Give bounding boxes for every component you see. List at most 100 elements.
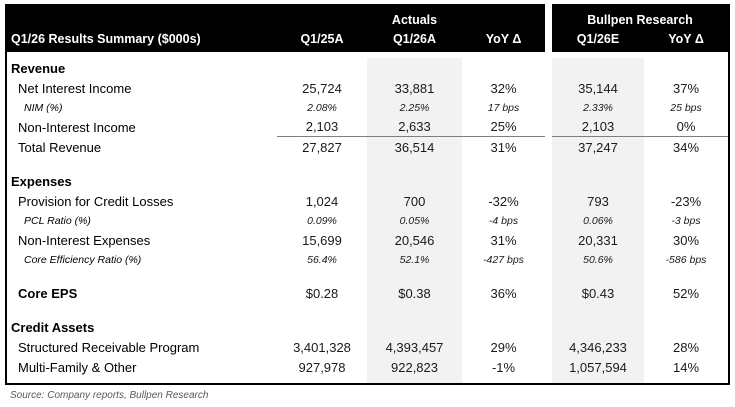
group-gap [545,269,552,283]
spacer-cell [277,157,367,171]
cell-q1-26e: 35,144 [552,78,644,98]
spacer-cell [644,303,728,317]
cell-q1-26e: 4,346,233 [552,337,644,357]
bullpen-group [552,377,728,383]
cell-yoy-actuals: 36% [490,285,517,301]
cell-q1-25a: $0.28 [305,285,339,301]
actuals-group: 0.09% 0.05% -4 bps [277,211,545,230]
bullpen-group: 1,057,594 14% [552,357,728,377]
table-title: Q1/26 Results Summary ($000s) [11,32,201,47]
row-label: Net Interest Income [18,80,132,96]
cell-q1-26a: 33,881 [367,78,462,98]
cell-q1-25a: 0.09% [307,214,337,227]
cell-q1-26a: 4,393,457 [367,337,462,357]
table-body: Revenue Net Interest Income 25,724 33,88… [7,52,728,383]
cell-q1-26a: 2.25% [367,98,462,117]
actuals-group: 927,978 922,823 -1% [277,357,545,377]
actuals-group: 15,699 20,546 31% [277,230,545,250]
spacer-cell [462,377,545,383]
row-label: Multi-Family & Other [18,359,137,375]
cell-yoy-bullpen: -23% [670,193,702,209]
bullpen-group: 35,144 37% [552,78,728,98]
cell-q1-25a: 927,978 [298,359,346,375]
cell-q1-26e: 20,331 [552,230,644,250]
cell-yoy-bullpen: 14% [672,359,700,375]
cell-q1-26a: 2,633 [367,117,462,136]
spacer-cell [277,377,367,383]
group-gap [545,230,552,250]
group-gap [545,377,552,383]
actuals-group: 2.08% 2.25% 17 bps [277,98,545,117]
table-row-structured-receivable-program: Structured Receivable Program 3,401,328 … [7,337,728,357]
bullpen-group: 50.6% -586 bps [552,250,728,269]
spacer-row [7,303,728,317]
cell-yoy-bullpen: -586 bps [665,253,707,266]
header-column-row: Q1/26 Results Summary ($000s) Q1/25A Q1/… [7,28,728,47]
cell-q1-25a: 27,827 [302,139,342,155]
bullpen-group [552,157,728,171]
group-gap [545,78,552,98]
actuals-group [277,317,545,337]
table-row-total-revenue: Total Revenue 27,827 36,514 31% 37,247 3… [7,137,728,157]
cell-q1-26a: 52.1% [367,250,462,269]
row-label: Non-Interest Income [18,119,136,135]
spacer-cell [277,269,367,283]
cell-q1-25a: 1,024 [305,193,339,209]
table-row-core-eps: Core EPS $0.28 $0.38 36% $0.43 52% [7,283,728,303]
row-label: Total Revenue [18,139,102,155]
bullpen-group [552,269,728,283]
cell-yoy-bullpen: 52% [672,285,700,301]
cell-yoy-bullpen: 34% [672,139,700,155]
group-gap [545,303,552,317]
bullpen-group [552,317,728,337]
cell-q1-26e: 2.33% [552,98,644,117]
column-header-q1-25a: Q1/25A [300,32,344,47]
cell-q1-26e: 0.06% [552,211,644,230]
cell-yoy-bullpen: 37% [672,80,700,96]
actuals-group: 1,024 700 -32% [277,191,545,211]
actuals-group: 25,724 33,881 32% [277,78,545,98]
cell-q1-26a: 0.05% [367,211,462,230]
group-gap [545,171,552,191]
cell-q1-26a [367,317,462,337]
cell-yoy-actuals: 25% [490,119,517,134]
table-row-nim: NIM (%) 2.08% 2.25% 17 bps 2.33% 25 bps [7,98,728,117]
cell-yoy-actuals: -1% [491,359,516,375]
cell-q1-26e: 793 [552,191,644,211]
cell-yoy-bullpen: 28% [672,339,700,355]
cell-yoy-bullpen [644,171,728,191]
bullpen-group: 0.06% -3 bps [552,211,728,230]
actuals-group: 2,103 2,633 25% [277,117,545,137]
group-gap [545,137,552,157]
cell-yoy-actuals: 32% [490,80,517,96]
cell-q1-26e [552,58,644,78]
actuals-group [277,377,545,383]
spacer-cell [462,303,545,317]
cell-yoy-actuals [462,317,545,337]
spacer-cell [462,269,545,283]
cell-q1-25a: 56.4% [307,253,337,266]
spacer-cell [644,377,728,383]
section-label: Revenue [11,60,66,76]
cell-q1-26a: 922,823 [367,357,462,377]
cell-q1-25a: 3,401,328 [293,339,351,355]
group-gap [545,58,552,78]
group-gap [545,357,552,377]
bullpen-group [552,303,728,317]
table-row-multi-family-other: Multi-Family & Other 927,978 922,823 -1%… [7,357,728,377]
cell-q1-25a [277,58,367,78]
spacer-row [7,157,728,171]
spacer-cell [644,157,728,171]
cell-q1-26e: 1,057,594 [552,357,644,377]
group-gap [545,157,552,171]
group-gap [545,191,552,211]
cell-q1-26a: 700 [367,191,462,211]
row-label: Structured Receivable Program [18,339,200,355]
spacer-cell [367,269,462,283]
table-row-net-interest-income: Net Interest Income 25,724 33,881 32% 35… [7,78,728,98]
cell-q1-26e: 50.6% [552,250,644,269]
table-row-non-interest-income: Non-Interest Income 2,103 2,633 25% 2,10… [7,117,728,137]
spacer-cell [7,303,277,317]
cell-yoy-actuals: -32% [488,193,519,209]
row-label: PCL Ratio (%) [24,214,91,227]
